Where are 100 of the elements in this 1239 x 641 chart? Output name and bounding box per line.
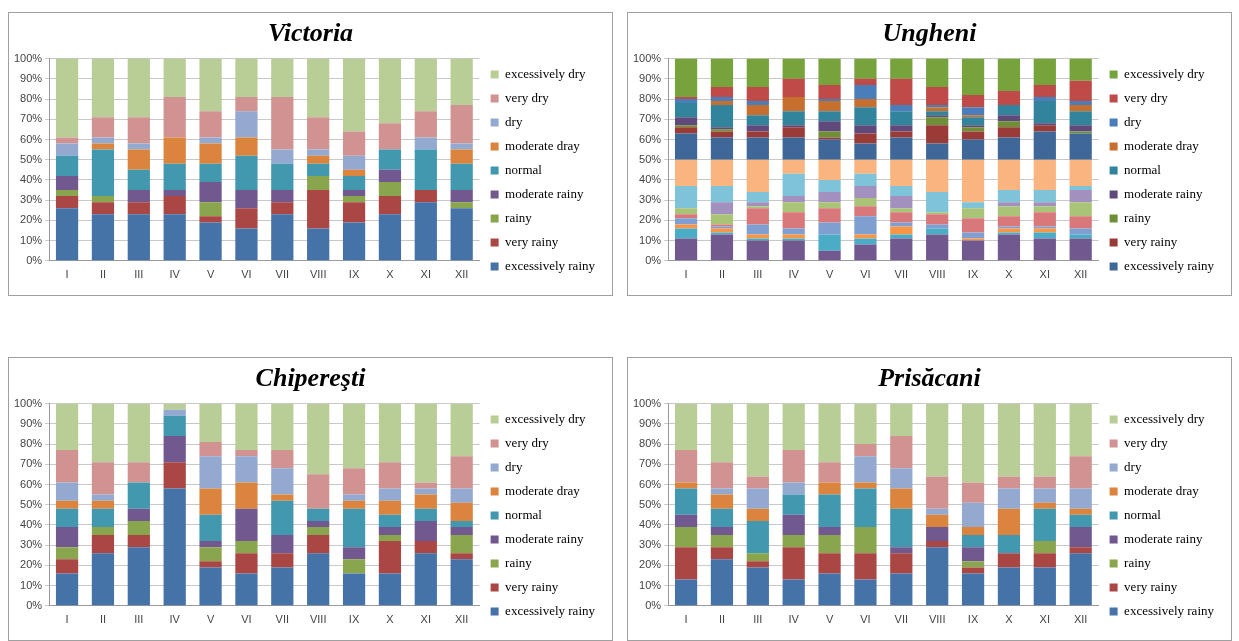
bar: [235, 508, 258, 542]
x-tick-label: X: [1005, 613, 1014, 626]
bar: [199, 143, 222, 164]
bar: [127, 214, 150, 261]
bar: [1069, 488, 1092, 509]
bar: [450, 149, 473, 164]
bar: [818, 234, 841, 251]
bar: [414, 494, 437, 509]
bar: [1033, 541, 1056, 554]
bar: [854, 159, 877, 174]
bar: [163, 190, 186, 197]
bar: [818, 131, 841, 138]
bar: [1069, 159, 1092, 186]
bar: [890, 547, 913, 554]
bar: [782, 173, 805, 197]
bar: [674, 238, 698, 261]
bar: [710, 185, 734, 203]
y-tick-label: 60%: [639, 477, 662, 490]
bar: [1033, 206, 1056, 213]
bar: [271, 163, 294, 191]
x-tick-label: V: [825, 268, 834, 281]
bar: [450, 526, 473, 536]
y-tick-label: 40%: [639, 517, 662, 530]
bar: [342, 169, 366, 176]
bar: [199, 222, 222, 261]
bar: [854, 84, 877, 100]
bar: [746, 508, 769, 521]
bar: [710, 234, 734, 261]
bar: [782, 579, 805, 606]
bar: [307, 535, 330, 554]
x-tick-label: XII: [1073, 613, 1088, 626]
legend-label: very rainy: [505, 233, 559, 249]
bar: [342, 403, 366, 469]
bar: [997, 488, 1021, 509]
bar: [782, 234, 805, 239]
bar: [854, 238, 877, 245]
bar: [997, 90, 1021, 106]
bar: [782, 212, 805, 229]
bar: [818, 462, 841, 483]
bar: [307, 175, 330, 191]
bar: [710, 228, 734, 233]
bar: [163, 409, 186, 416]
bar: [1069, 547, 1092, 554]
bar: [674, 450, 698, 483]
bar: [450, 143, 473, 150]
bar: [1069, 125, 1092, 132]
bar: [674, 103, 698, 118]
bar: [926, 117, 949, 126]
bar: [674, 208, 698, 215]
bar: [55, 155, 79, 176]
bar: [674, 403, 698, 451]
bar: [91, 143, 115, 150]
bar: [91, 535, 115, 554]
bar: [818, 526, 841, 536]
bar: [55, 403, 79, 451]
x-tick-label: III: [134, 613, 144, 626]
x-tick-label: IV: [169, 268, 181, 281]
bar: [450, 202, 473, 209]
bar: [235, 456, 258, 483]
bar: [746, 202, 769, 207]
bar: [414, 58, 437, 112]
y-tick-label: 50%: [639, 152, 662, 165]
legend-label: moderate dray: [1124, 482, 1200, 498]
bar: [746, 159, 769, 193]
bar: [890, 105, 913, 112]
bar: [450, 559, 473, 606]
bar: [961, 107, 985, 116]
bar: [997, 127, 1021, 138]
bar: [199, 403, 222, 443]
bar: [55, 526, 79, 548]
bar: [91, 403, 115, 463]
bar: [414, 403, 437, 483]
bar: [818, 159, 841, 180]
bar: [1069, 228, 1092, 235]
bar: [710, 105, 734, 128]
bar: [127, 202, 150, 215]
bar: [710, 403, 734, 463]
bar: [854, 234, 877, 239]
bar: [890, 78, 913, 106]
bar: [746, 476, 769, 489]
x-tick-label: III: [753, 613, 763, 626]
bar: [961, 482, 985, 503]
x-tick-label: IV: [788, 268, 800, 281]
x-tick-label: VI: [860, 268, 871, 281]
bar: [746, 137, 769, 160]
bar: [961, 159, 985, 203]
legend-label: dry: [505, 458, 523, 474]
bar: [926, 514, 949, 527]
bar: [1069, 553, 1092, 606]
bar: [450, 535, 473, 554]
bar: [818, 573, 841, 606]
bar: [127, 520, 150, 536]
bar: [163, 196, 186, 215]
bar: [961, 526, 985, 536]
x-tick-label: X: [386, 613, 395, 626]
bar: [926, 214, 949, 225]
bar: [235, 541, 258, 554]
bar: [163, 462, 186, 489]
bar: [746, 86, 769, 102]
bar: [854, 78, 877, 85]
